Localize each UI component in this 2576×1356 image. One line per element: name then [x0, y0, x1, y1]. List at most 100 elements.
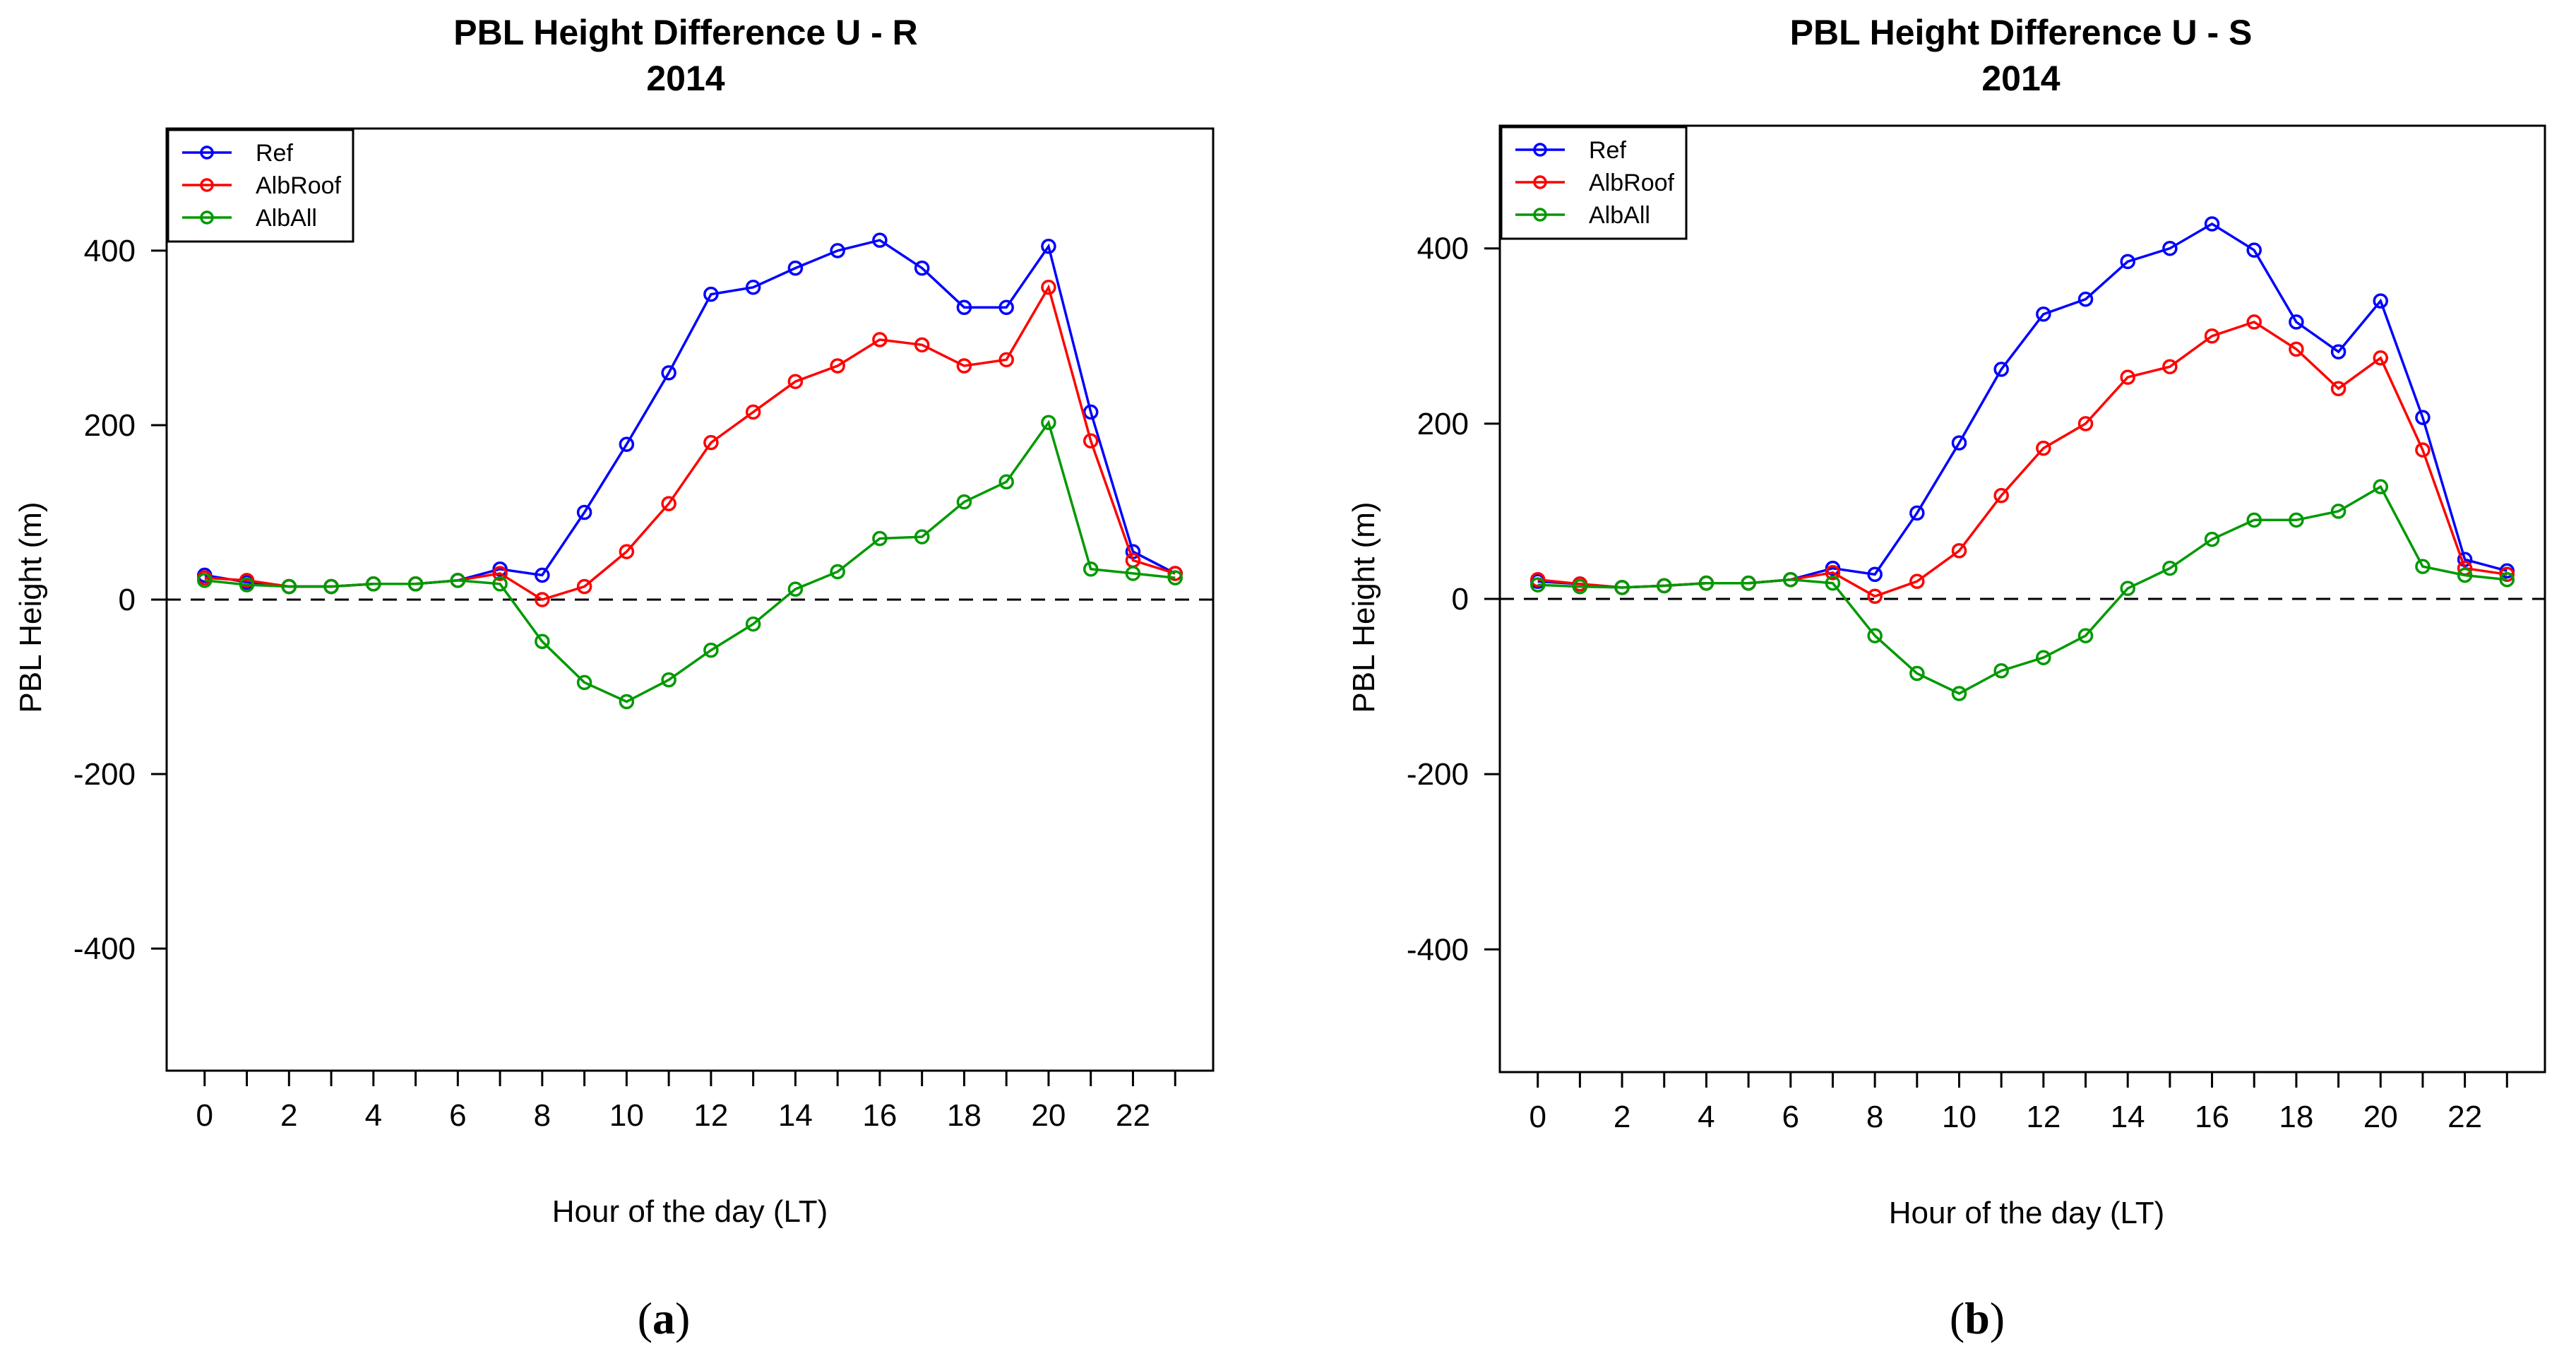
- x-tick-label: 18: [947, 1098, 982, 1133]
- legend-label-albroof: AlbRoof: [1589, 170, 1675, 196]
- data-point-ref: [2289, 314, 2304, 330]
- legend-label-albroof: AlbRoof: [256, 172, 342, 199]
- y-axis-ticks: -400 -200 0 200 400: [1407, 232, 1500, 967]
- caption-open-paren: (: [638, 1293, 652, 1343]
- x-tick-label: 2: [1614, 1100, 1630, 1134]
- data-point-alball: [1167, 570, 1183, 585]
- x-tick-label: 12: [2026, 1100, 2061, 1134]
- data-point-alball: [2373, 479, 2389, 494]
- y-axis-title: PBL Height (m): [1347, 501, 1381, 713]
- x-tick-label: 0: [196, 1098, 213, 1133]
- legend-marker-albroof: [1533, 175, 1547, 189]
- x-tick-label: 0: [1529, 1100, 1546, 1134]
- x-tick-label: 10: [1942, 1100, 1976, 1134]
- panel-caption: (b): [1950, 1293, 2005, 1343]
- data-point-albroof: [1167, 566, 1183, 581]
- plot-series: [167, 232, 1213, 710]
- data-point-alball: [1572, 578, 1588, 595]
- x-tick-label: 4: [1698, 1100, 1715, 1134]
- data-point-alball: [197, 573, 213, 588]
- data-point-alball: [1867, 628, 1883, 643]
- data-point-ref: [998, 299, 1014, 315]
- data-point-alball: [1125, 566, 1141, 581]
- data-point-albroof: [2415, 442, 2431, 458]
- caption-letter: a: [652, 1293, 675, 1343]
- y-tick-label: 400: [84, 234, 136, 268]
- data-point-alball: [2120, 581, 2135, 596]
- x-tick-label: 4: [365, 1098, 382, 1133]
- data-point-alball: [703, 642, 719, 658]
- data-point-albroof: [535, 592, 550, 607]
- data-point-albroof: [2289, 341, 2304, 357]
- data-point-ref: [2204, 216, 2220, 232]
- data-point-albroof: [2330, 381, 2347, 396]
- data-point-ref: [1867, 566, 1883, 583]
- x-tick-label: 8: [534, 1098, 551, 1133]
- data-point-ref: [2077, 291, 2094, 307]
- data-point-ref: [661, 365, 676, 381]
- data-point-ref: [830, 243, 845, 258]
- legend-marker-ref: [1533, 143, 1547, 157]
- panel-caption: (a): [638, 1293, 691, 1343]
- data-point-alball: [2204, 531, 2220, 547]
- data-point-ref: [2120, 254, 2135, 270]
- data-point-alball: [450, 573, 466, 588]
- legend-label-ref: Ref: [256, 140, 293, 167]
- data-point-albroof: [2162, 359, 2178, 374]
- x-tick-label: 22: [1116, 1098, 1150, 1133]
- legend-label-alball: AlbAll: [256, 205, 317, 232]
- data-point-alball: [1741, 575, 1756, 591]
- legend: Ref AlbRoof AlbAll: [1500, 126, 1688, 240]
- data-point-albroof: [239, 573, 255, 588]
- data-point-ref: [1993, 362, 2009, 377]
- data-point-ref: [619, 436, 635, 452]
- data-point-ref: [535, 567, 550, 583]
- chart-title: PBL Height Difference U - S: [1790, 13, 2253, 52]
- data-point-alball: [1614, 580, 1630, 595]
- data-point-ref: [2162, 240, 2178, 256]
- data-point-ref: [2330, 344, 2347, 359]
- x-tick-label: 16: [862, 1098, 897, 1133]
- legend-marker-ref: [200, 145, 214, 160]
- legend-label-ref: Ref: [1589, 137, 1626, 164]
- y-tick-label: 0: [119, 583, 136, 617]
- data-point-alball: [1909, 665, 1925, 682]
- data-point-ref: [703, 286, 719, 302]
- x-tick-label: 10: [609, 1098, 644, 1133]
- y-tick-label: -400: [1407, 932, 1469, 967]
- x-tick-label: 16: [2195, 1100, 2229, 1134]
- data-point-alball: [998, 474, 1014, 489]
- data-point-alball: [576, 674, 592, 691]
- data-point-alball: [366, 576, 381, 592]
- data-point-albroof: [1083, 433, 1099, 448]
- data-point-albroof: [2077, 416, 2094, 432]
- x-axis-title: Hour of the day (LT): [1889, 1196, 2164, 1230]
- data-point-albroof: [787, 374, 804, 389]
- data-point-alball: [2457, 567, 2473, 583]
- data-point-alball: [2499, 571, 2515, 588]
- chart-panel-b: PBL Height Difference U - S 2014 Hour of…: [1347, 13, 2546, 1343]
- x-tick-label: 14: [778, 1098, 813, 1133]
- data-point-alball: [281, 578, 297, 595]
- data-point-albroof: [956, 358, 972, 374]
- data-point-alball: [239, 577, 255, 593]
- data-point-alball: [661, 672, 676, 688]
- data-point-ref: [492, 561, 508, 577]
- data-point-alball: [1783, 571, 1799, 588]
- data-point-alball: [1993, 662, 2009, 679]
- data-point-ref: [2373, 293, 2389, 309]
- data-point-alball: [1825, 575, 1841, 591]
- legend-marker-alball: [1533, 208, 1547, 222]
- legend: Ref AlbRoof AlbAll: [167, 129, 354, 243]
- data-point-alball: [2162, 560, 2178, 576]
- data-point-alball: [1698, 575, 1715, 591]
- data-point-alball: [2330, 504, 2347, 519]
- data-point-alball: [1951, 686, 1967, 701]
- data-point-albroof: [2246, 314, 2262, 330]
- chart-subtitle: 2014: [646, 59, 724, 98]
- data-point-albroof: [703, 434, 719, 451]
- y-tick-label: 200: [84, 408, 136, 443]
- chart-title: PBL Height Difference U - R: [453, 13, 918, 52]
- data-point-albroof: [830, 358, 845, 374]
